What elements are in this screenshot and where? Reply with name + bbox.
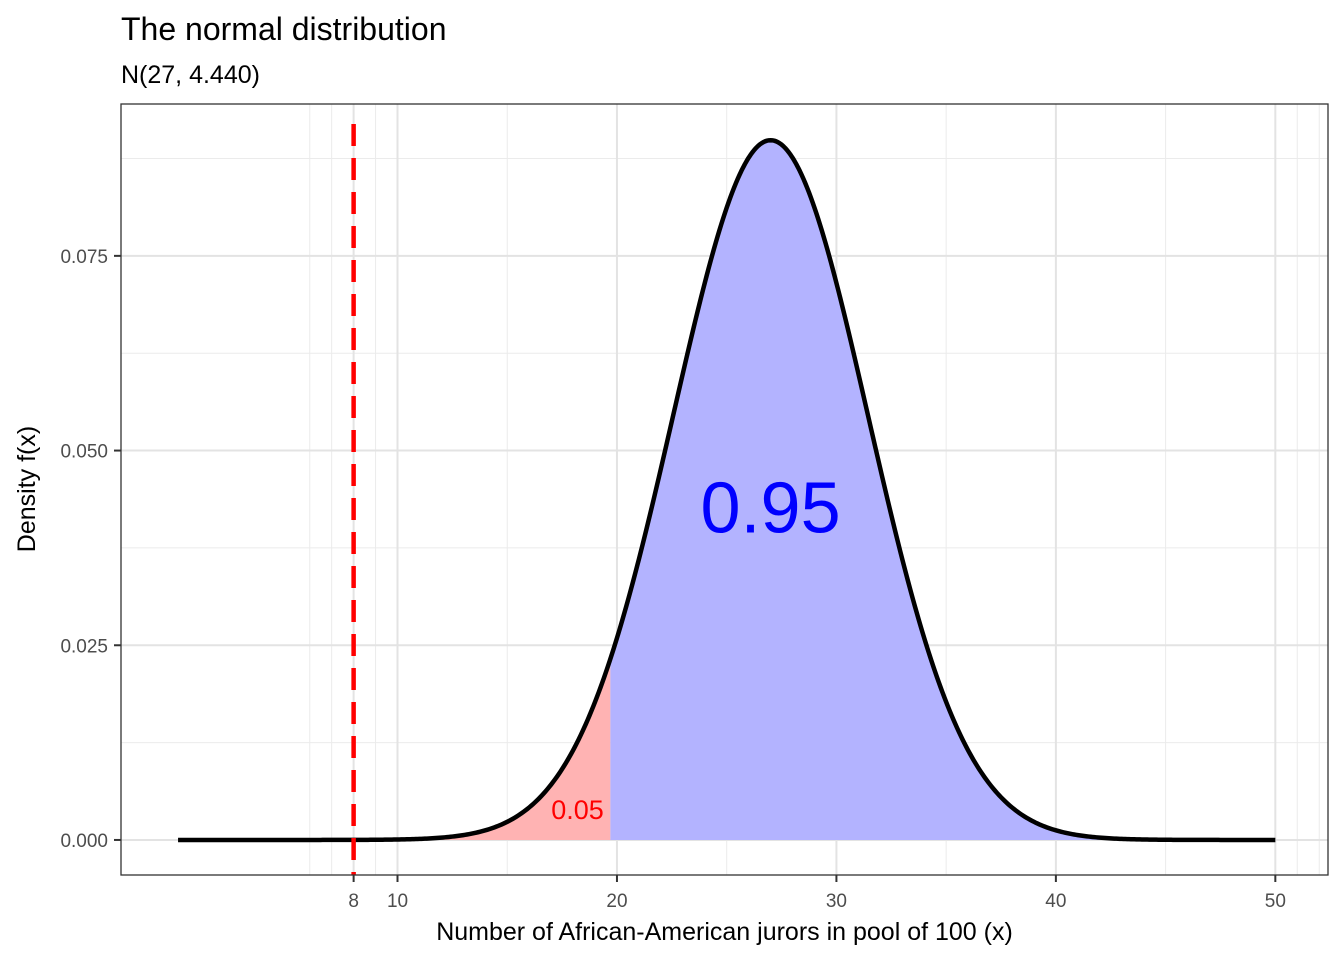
- density-curve: [177, 137, 1276, 843]
- y-tick-label: 0.050: [60, 442, 108, 463]
- x-tick-label: 10: [387, 891, 408, 912]
- y-axis-label: Density f(x): [13, 426, 41, 552]
- x-tick-label: 8: [348, 891, 359, 912]
- y-tick-label: 0.000: [60, 831, 108, 852]
- y-tick-label: 0.075: [60, 247, 108, 268]
- shaded-areas: [178, 140, 1276, 840]
- probability-labels: 0.05 0.95: [551, 468, 840, 825]
- chart-subtitle: N(27, 4.440): [121, 61, 260, 89]
- main-probability-label: 0.95: [701, 468, 841, 548]
- tail-probability-label: 0.05: [551, 795, 604, 825]
- x-tick-label: 30: [826, 891, 847, 912]
- panel-border: [120, 103, 1329, 876]
- x-tick-label: 50: [1265, 891, 1286, 912]
- x-tick-label: 20: [606, 891, 627, 912]
- x-axis-label: Number of African-American jurors in poo…: [436, 918, 1013, 946]
- density-curve-group: [177, 124, 1276, 875]
- x-tick-label: 40: [1045, 891, 1066, 912]
- upper-area: [610, 140, 1276, 840]
- axes: 8 10 20 30 40 50 0.000 0.025 0.050 0.075: [60, 247, 1285, 912]
- chart-title: The normal distribution: [121, 11, 446, 47]
- y-tick-label: 0.025: [60, 636, 108, 657]
- lower-tail-area: [178, 658, 611, 840]
